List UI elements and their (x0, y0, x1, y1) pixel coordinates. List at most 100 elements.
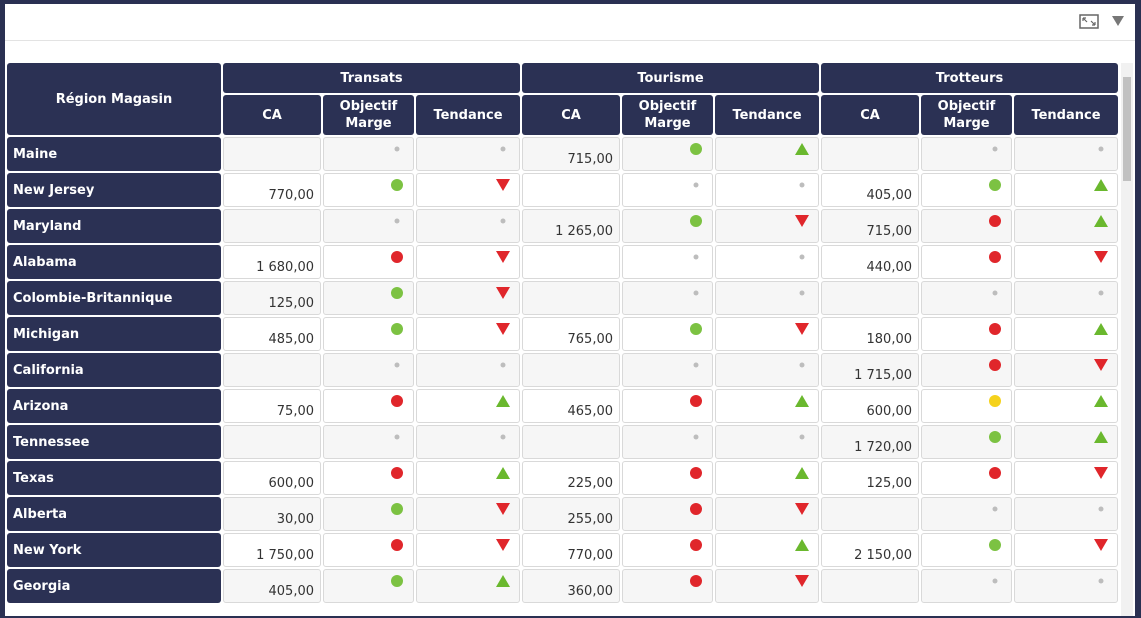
tendance-cell (416, 569, 520, 603)
objectif-cell (323, 389, 414, 423)
status-dot (992, 578, 998, 584)
tendance-cell (416, 173, 520, 207)
objectif-cell (921, 137, 1012, 171)
ca-cell (522, 425, 620, 459)
trend-icon (795, 215, 809, 227)
ca-cell: 1 715,00 (821, 353, 919, 387)
trend-icon (1094, 215, 1108, 227)
tendance-cell (715, 137, 819, 171)
status-dot (391, 503, 403, 515)
objectif-cell (622, 317, 713, 351)
tendance-cell (715, 245, 819, 279)
ca-cell: 770,00 (522, 533, 620, 567)
objectif-cell (323, 353, 414, 387)
ca-cell: 770,00 (223, 173, 321, 207)
cell-text: California (13, 362, 84, 378)
trend-icon (795, 503, 809, 515)
status-dot (989, 467, 1001, 479)
tendance-cell (1014, 353, 1118, 387)
row-header: Alabama (7, 245, 221, 279)
ca-cell: 485,00 (223, 317, 321, 351)
cell-text: 770,00 (567, 547, 614, 563)
status-dot (690, 539, 702, 551)
column-header: CA (821, 95, 919, 135)
cell-text: 2 150,00 (854, 547, 912, 563)
ca-cell: 1 265,00 (522, 209, 620, 243)
objectif-cell (921, 497, 1012, 531)
expand-button[interactable] (1079, 14, 1099, 30)
status-dot (391, 287, 403, 299)
trend-icon (496, 287, 510, 299)
ca-cell: 180,00 (821, 317, 919, 351)
tendance-cell (715, 353, 819, 387)
row-header: Alberta (7, 497, 221, 531)
trend-icon (799, 362, 805, 368)
objectif-cell (921, 425, 1012, 459)
objectif-cell (921, 569, 1012, 603)
objectif-cell (323, 281, 414, 315)
cell-text: New York (13, 542, 82, 558)
status-dot (690, 143, 702, 155)
scroll-thumb[interactable] (1123, 77, 1131, 181)
tendance-cell (416, 497, 520, 531)
column-header: Objectif Marge (622, 95, 713, 135)
ca-cell: 715,00 (522, 137, 620, 171)
ca-cell (223, 137, 321, 171)
trend-icon (799, 290, 805, 296)
objectif-cell (622, 209, 713, 243)
objectif-cell (921, 245, 1012, 279)
row-header: Georgia (7, 569, 221, 603)
column-header: Objectif Marge (323, 95, 414, 135)
status-dot (693, 434, 699, 440)
objectif-cell (323, 461, 414, 495)
status-dot (394, 146, 400, 152)
trend-icon (1098, 290, 1104, 296)
tendance-cell (416, 353, 520, 387)
cell-text: 465,00 (567, 403, 614, 419)
trend-icon (799, 182, 805, 188)
cell-text: 600,00 (268, 475, 315, 491)
trend-icon (795, 395, 809, 407)
ca-cell: 125,00 (821, 461, 919, 495)
cell-text: Objectif Marge (937, 99, 996, 131)
cell-text: Texas (13, 470, 54, 486)
row-header: California (7, 353, 221, 387)
cell-text: 715,00 (866, 223, 913, 239)
status-dot (989, 215, 1001, 227)
ca-cell: 465,00 (522, 389, 620, 423)
ca-cell: 1 720,00 (821, 425, 919, 459)
objectif-cell (622, 497, 713, 531)
scrollbar[interactable] (1121, 63, 1133, 616)
cell-text: 360,00 (567, 583, 614, 599)
tendance-cell (1014, 425, 1118, 459)
column-header: Objectif Marge (921, 95, 1012, 135)
cell-text: 125,00 (268, 295, 315, 311)
cell-text: Alabama (13, 254, 77, 270)
ca-cell (223, 425, 321, 459)
ca-cell: 405,00 (223, 569, 321, 603)
status-dot (690, 467, 702, 479)
objectif-cell (622, 569, 713, 603)
trend-icon (496, 395, 510, 407)
objectif-cell (921, 461, 1012, 495)
tendance-cell (1014, 137, 1118, 171)
ca-cell (522, 281, 620, 315)
status-dot (391, 467, 403, 479)
ca-cell: 405,00 (821, 173, 919, 207)
trend-icon (1098, 146, 1104, 152)
ca-cell: 125,00 (223, 281, 321, 315)
objectif-cell (921, 533, 1012, 567)
status-dot (992, 146, 998, 152)
row-header: Maine (7, 137, 221, 171)
cell-text: 1 265,00 (555, 223, 613, 239)
tendance-cell (715, 497, 819, 531)
cell-text: 1 715,00 (854, 367, 912, 383)
cell-text: 1 750,00 (256, 547, 314, 563)
row-header: Tennessee (7, 425, 221, 459)
tendance-cell (715, 533, 819, 567)
tendance-cell (715, 317, 819, 351)
tendance-cell (715, 461, 819, 495)
status-dot (693, 362, 699, 368)
cell-text: Michigan (13, 326, 80, 342)
menu-button[interactable] (1112, 16, 1124, 26)
